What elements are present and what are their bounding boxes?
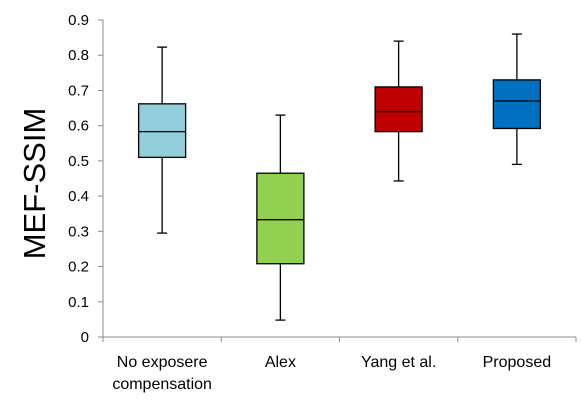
y-tick-label: 0.4 (68, 188, 89, 205)
y-tick-label: 0.2 (68, 259, 89, 276)
y-tick-label: 0 (81, 329, 89, 346)
box-1 (137, 46, 187, 234)
y-axis-title: MEF-SSIM (17, 108, 52, 260)
iqr-box (374, 86, 423, 133)
box-4 (492, 33, 542, 166)
x-category-label: Yang et al. (361, 354, 436, 371)
iqr-box (256, 172, 305, 265)
box-2 (256, 114, 305, 321)
x-category-label: Alex (265, 354, 296, 371)
y-tick-label: 0.5 (68, 153, 89, 170)
y-tick-label: 0.9 (68, 12, 89, 29)
y-tick-label: 0.8 (68, 47, 89, 64)
y-tick-label: 0.1 (68, 294, 89, 311)
x-category-label: Proposed (483, 354, 552, 371)
box-3 (374, 40, 423, 182)
x-category-label: No exposere (117, 354, 208, 371)
y-tick-label: 0.3 (68, 223, 89, 240)
iqr-box (137, 103, 187, 159)
iqr-box (492, 79, 542, 130)
y-tick-label: 0.6 (68, 118, 89, 135)
labels: No exposere compensation Alex Yang et al. Pr… (112, 354, 551, 393)
boxes (137, 33, 542, 321)
axes: 0 0.1 0.2 0.3 0.4 0.5 0.6 0.7 0.8 0.9 (68, 12, 577, 346)
x-category-label: compensation (112, 376, 212, 393)
y-tick-label: 0.7 (68, 82, 89, 99)
